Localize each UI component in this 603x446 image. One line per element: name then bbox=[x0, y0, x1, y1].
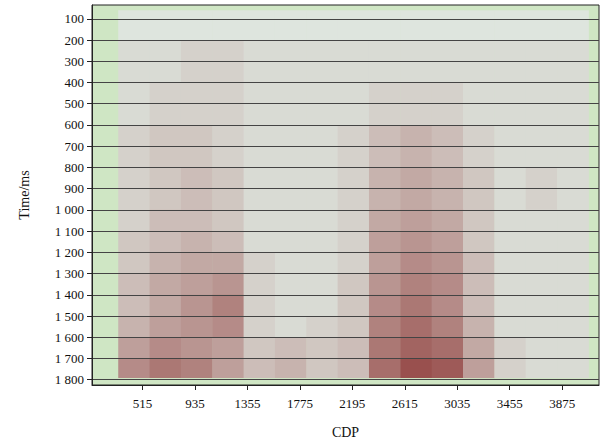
svg-text:1 500: 1 500 bbox=[55, 309, 84, 324]
svg-text:1 700: 1 700 bbox=[55, 351, 84, 366]
svg-text:Time/ms: Time/ms bbox=[17, 170, 32, 219]
svg-text:1 300: 1 300 bbox=[55, 266, 84, 281]
svg-text:100: 100 bbox=[65, 11, 85, 26]
svg-text:1 000: 1 000 bbox=[55, 202, 84, 217]
svg-text:500: 500 bbox=[65, 96, 85, 111]
svg-text:300: 300 bbox=[65, 54, 85, 69]
svg-text:2615: 2615 bbox=[392, 396, 418, 411]
svg-text:900: 900 bbox=[65, 181, 85, 196]
svg-text:1 100: 1 100 bbox=[55, 224, 84, 239]
svg-text:2195: 2195 bbox=[339, 396, 365, 411]
svg-text:1 600: 1 600 bbox=[55, 330, 84, 345]
svg-text:CDP: CDP bbox=[332, 425, 359, 440]
svg-text:800: 800 bbox=[65, 160, 85, 175]
svg-text:1 400: 1 400 bbox=[55, 287, 84, 302]
svg-text:700: 700 bbox=[65, 139, 85, 154]
svg-text:200: 200 bbox=[65, 33, 85, 48]
svg-text:515: 515 bbox=[133, 396, 153, 411]
svg-text:3035: 3035 bbox=[444, 396, 470, 411]
svg-text:3455: 3455 bbox=[497, 396, 523, 411]
svg-text:600: 600 bbox=[65, 117, 85, 132]
svg-text:1775: 1775 bbox=[287, 396, 313, 411]
svg-text:400: 400 bbox=[65, 75, 85, 90]
svg-text:1355: 1355 bbox=[234, 396, 260, 411]
svg-text:3875: 3875 bbox=[549, 396, 575, 411]
svg-text:935: 935 bbox=[185, 396, 205, 411]
svg-text:1 800: 1 800 bbox=[55, 372, 84, 387]
svg-text:1 200: 1 200 bbox=[55, 245, 84, 260]
